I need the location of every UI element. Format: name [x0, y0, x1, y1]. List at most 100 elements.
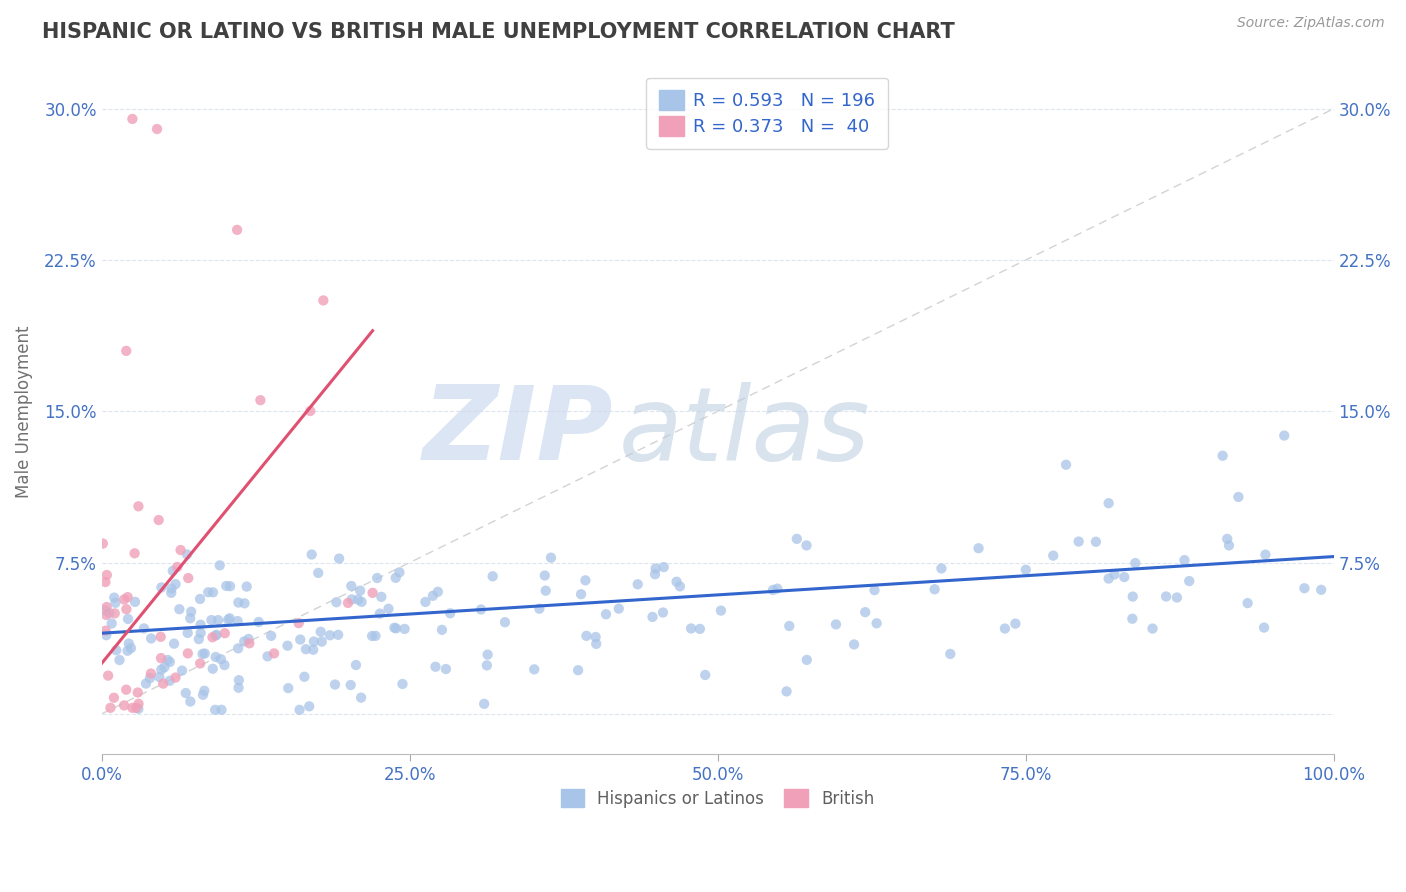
Point — [1004, 616, 1026, 631]
Point — [214, 626, 236, 640]
Text: Source: ZipAtlas.com: Source: ZipAtlas.com — [1237, 16, 1385, 30]
Point — [627, 577, 650, 591]
Point — [169, 543, 191, 558]
Point — [163, 637, 186, 651]
Point — [228, 681, 250, 695]
Point — [162, 564, 184, 578]
Point — [233, 596, 256, 610]
Point — [160, 582, 183, 596]
Point — [91, 536, 114, 550]
Point — [292, 670, 315, 684]
Point — [218, 611, 240, 625]
Point — [967, 541, 990, 556]
Point — [652, 560, 675, 574]
Point — [665, 574, 688, 589]
Point — [523, 662, 546, 676]
Point — [309, 624, 332, 639]
Point — [112, 698, 135, 713]
Point — [247, 615, 270, 629]
Point — [194, 647, 217, 661]
Point — [121, 701, 143, 715]
Point — [384, 571, 406, 585]
Point — [1254, 548, 1277, 562]
Point — [228, 673, 250, 688]
Point — [323, 677, 346, 691]
Point — [238, 632, 260, 646]
Point — [125, 701, 148, 715]
Point — [641, 610, 664, 624]
Point — [190, 617, 212, 632]
Point — [238, 636, 260, 650]
Point — [117, 612, 139, 626]
Y-axis label: Male Unemployment: Male Unemployment — [15, 325, 32, 498]
Point — [336, 596, 359, 610]
Point — [214, 658, 236, 673]
Point — [302, 634, 325, 648]
Point — [689, 622, 711, 636]
Point — [187, 632, 209, 646]
Point — [347, 592, 370, 607]
Point — [98, 606, 121, 620]
Point — [326, 628, 349, 642]
Point — [135, 676, 157, 690]
Point — [96, 568, 118, 582]
Point — [475, 658, 498, 673]
Point — [344, 658, 367, 673]
Point — [307, 566, 329, 580]
Point — [477, 648, 499, 662]
Point — [260, 629, 283, 643]
Point — [1122, 590, 1144, 604]
Point — [148, 513, 170, 527]
Point — [115, 682, 138, 697]
Point — [96, 607, 118, 622]
Point — [361, 629, 384, 643]
Point — [124, 595, 146, 609]
Point — [1015, 563, 1038, 577]
Point — [202, 585, 225, 599]
Point — [710, 604, 733, 618]
Point — [169, 602, 191, 616]
Point — [211, 703, 233, 717]
Point — [188, 657, 211, 671]
Point — [1310, 582, 1333, 597]
Point — [366, 571, 388, 585]
Point — [204, 703, 226, 717]
Point — [1173, 553, 1195, 567]
Point — [166, 560, 188, 574]
Point — [681, 622, 703, 636]
Point — [277, 681, 299, 695]
Point — [382, 621, 405, 635]
Point — [775, 684, 797, 698]
Point — [191, 688, 214, 702]
Point — [97, 668, 120, 682]
Point — [201, 662, 224, 676]
Point — [644, 561, 666, 575]
Point — [299, 404, 322, 418]
Point — [1272, 428, 1295, 442]
Point — [295, 642, 318, 657]
Point — [174, 686, 197, 700]
Point — [328, 551, 350, 566]
Point — [117, 644, 139, 658]
Point — [931, 561, 953, 575]
Point — [94, 603, 117, 617]
Point — [112, 592, 135, 607]
Point — [652, 606, 675, 620]
Point — [249, 393, 271, 408]
Legend: Hispanics or Latinos, British: Hispanics or Latinos, British — [554, 782, 882, 814]
Point — [139, 666, 162, 681]
Point — [100, 616, 122, 631]
Point — [361, 586, 384, 600]
Point — [96, 600, 118, 615]
Point — [669, 579, 692, 593]
Point — [1054, 458, 1077, 472]
Point — [370, 590, 392, 604]
Point — [1154, 590, 1177, 604]
Point — [217, 613, 239, 627]
Point — [1121, 612, 1143, 626]
Point — [94, 575, 117, 590]
Point — [924, 582, 946, 597]
Point — [434, 662, 457, 676]
Point — [179, 694, 201, 708]
Point — [139, 671, 162, 685]
